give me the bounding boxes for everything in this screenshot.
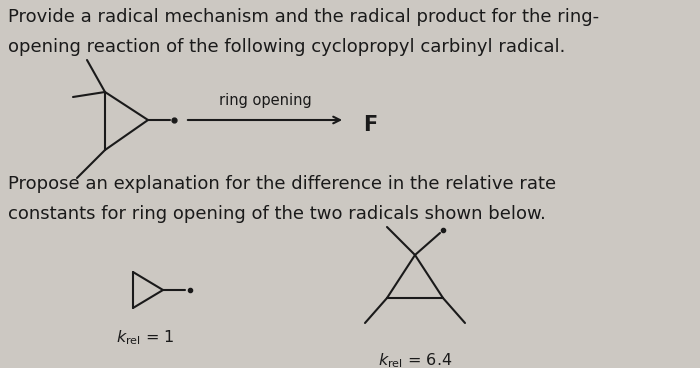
Text: $k_\mathregular{rel}$ = 6.4: $k_\mathregular{rel}$ = 6.4 [378,351,452,368]
Text: ring opening: ring opening [218,93,312,108]
Text: Propose an explanation for the difference in the relative rate: Propose an explanation for the differenc… [8,175,556,193]
Text: constants for ring opening of the two radicals shown below.: constants for ring opening of the two ra… [8,205,546,223]
Text: F: F [363,115,377,135]
Text: opening reaction of the following cyclopropyl carbinyl radical.: opening reaction of the following cyclop… [8,38,566,56]
Text: $k_\mathregular{rel}$ = 1: $k_\mathregular{rel}$ = 1 [116,328,174,347]
Text: Provide a radical mechanism and the radical product for the ring-: Provide a radical mechanism and the radi… [8,8,599,26]
